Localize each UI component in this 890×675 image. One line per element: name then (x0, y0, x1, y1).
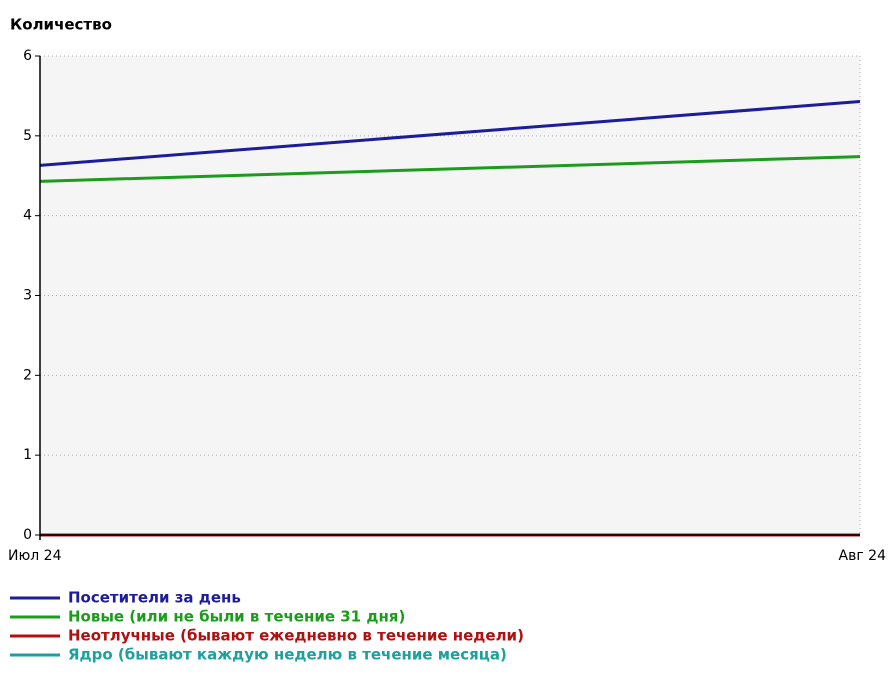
legend-label: Неотлучные (бывают ежедневно в течение н… (68, 627, 524, 645)
y-tick-label: 3 (23, 288, 32, 304)
y-tick-label: 2 (23, 367, 32, 383)
x-tick-label: Июл 24 (8, 548, 62, 564)
legend-label: Новые (или не были в течение 31 дня) (68, 608, 405, 626)
y-tick-label: 1 (23, 447, 32, 463)
y-tick-label: 4 (23, 208, 32, 224)
y-axis-title: Количество (10, 16, 112, 34)
x-tick-label: Авг 24 (839, 548, 887, 564)
series-line (39, 100, 861, 167)
y-tick-label: 0 (23, 527, 32, 543)
legend-label: Посетители за день (68, 589, 241, 607)
y-tick-label: 5 (23, 128, 32, 144)
y-tick-label: 6 (23, 48, 32, 64)
legend-label: Ядро (бывают каждую неделю в течение мес… (68, 646, 507, 664)
series-line (39, 155, 861, 183)
